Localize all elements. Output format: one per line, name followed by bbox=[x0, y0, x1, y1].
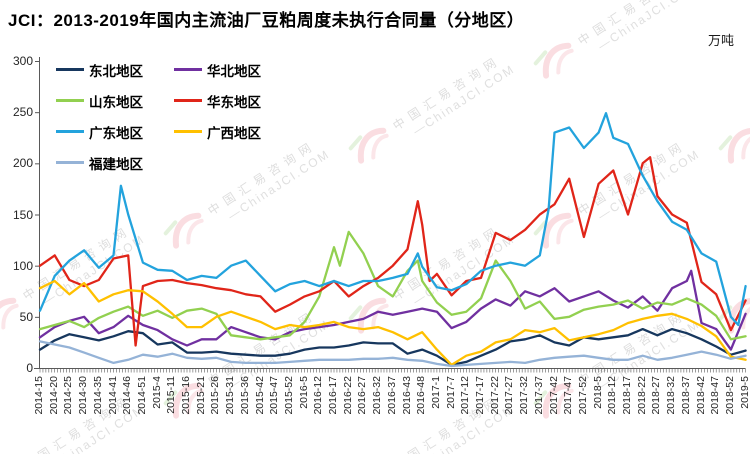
x-axis-tick-label: 2016-37 bbox=[385, 376, 398, 415]
x-axis-tick-label: 2017-12 bbox=[459, 376, 472, 415]
legend-label: 华东地区 bbox=[207, 94, 261, 110]
legend-label: 广东地区 bbox=[89, 125, 143, 141]
x-axis-tick-label: 2018-42 bbox=[694, 376, 707, 415]
x-axis-tick-label: 2014-15 bbox=[33, 376, 45, 415]
legend-item-山东地区: 山东地区 bbox=[56, 93, 174, 110]
x-axis-tick-label: 2018-32 bbox=[665, 376, 678, 415]
x-axis-tick-label: 2018-52 bbox=[723, 376, 736, 415]
x-axis-tick-label: 2014-51 bbox=[135, 376, 148, 415]
y-axis-tick-label: 0 bbox=[26, 361, 33, 375]
legend-label: 华北地区 bbox=[207, 63, 261, 79]
series-line-广东地区 bbox=[38, 112, 747, 327]
x-axis-tick-label: 2018-22 bbox=[635, 376, 648, 415]
x-axis-tick-label: 2018-12 bbox=[606, 376, 619, 415]
x-axis-tick-label: 2017-37 bbox=[532, 376, 545, 415]
legend-label: 东北地区 bbox=[89, 63, 143, 79]
legend-label: 广西地区 bbox=[207, 125, 261, 141]
x-axis-tick-label: 2015-16 bbox=[180, 376, 192, 415]
x-axis-tick-label: 2014-25 bbox=[62, 376, 75, 415]
x-axis-tick-label: 2018-47 bbox=[709, 376, 722, 415]
x-axis-tick-label: 2015-52 bbox=[282, 376, 295, 415]
series-line-广西地区 bbox=[38, 279, 747, 367]
series-line-福建地区 bbox=[38, 340, 747, 368]
x-axis-tick-label: 2016-27 bbox=[356, 376, 369, 415]
legend-item-华北地区: 华北地区 bbox=[174, 62, 286, 79]
x-axis-tick-label: 2017-17 bbox=[474, 376, 486, 415]
x-axis-tick-label: 2018-5 bbox=[591, 376, 604, 409]
legend-line-swatch-icon bbox=[56, 99, 84, 102]
legend-line-swatch-icon bbox=[56, 130, 84, 133]
series-line-华东地区 bbox=[38, 156, 747, 347]
x-axis-tick-label: 2017-1 bbox=[429, 376, 442, 409]
legend-line-swatch-icon bbox=[174, 99, 202, 102]
x-axis-tick-label: 2015-42 bbox=[253, 376, 266, 415]
y-axis-tick-label: 100 bbox=[12, 258, 33, 273]
x-axis-tick-label: 2017-22 bbox=[488, 376, 501, 415]
x-axis-tick-label: 2015-11 bbox=[165, 376, 178, 414]
y-axis-tick-label: 200 bbox=[12, 156, 33, 171]
chart-title: JCI：2013-2019年国内主流油厂豆粕周度未执行合同量（分地区） bbox=[8, 11, 525, 30]
x-axis-tick-label: 2017-52 bbox=[576, 376, 589, 415]
x-axis-tick-label: 2015-47 bbox=[268, 376, 281, 415]
y-axis-tick-label: 50 bbox=[19, 309, 33, 324]
legend: 东北地区 华北地区山东地区 华东地区广东地区 广西地区福建地区 bbox=[56, 62, 286, 172]
series-line-山东地区 bbox=[38, 230, 747, 341]
x-axis-tick-label: 2018-37 bbox=[679, 376, 692, 415]
x-axis-tick-label: 2014-30 bbox=[77, 376, 90, 415]
x-axis-tick-label: 2016-48 bbox=[415, 376, 428, 415]
x-axis-tick-label: 2014-35 bbox=[91, 376, 104, 415]
x-axis-tick-label: 2016-32 bbox=[371, 376, 384, 415]
legend-label: 福建地区 bbox=[89, 156, 143, 172]
x-axis-tick-label: 2018-27 bbox=[650, 376, 663, 415]
y-axis-tick-label: 150 bbox=[12, 207, 33, 222]
x-axis-tick-label: 2014-41 bbox=[106, 376, 119, 415]
legend-line-swatch-icon bbox=[56, 68, 84, 71]
legend-item-华东地区: 华东地区 bbox=[174, 93, 286, 110]
x-axis-tick-label: 2017-42 bbox=[547, 376, 560, 415]
x-axis-tick-label: 2014-46 bbox=[121, 376, 134, 415]
x-axis-tick-label: 2015-36 bbox=[238, 376, 251, 415]
series-line-东北地区 bbox=[38, 327, 747, 367]
x-axis-tick-label: 2019-5 bbox=[738, 376, 750, 409]
x-axis-tick-label: 2015-4 bbox=[150, 376, 163, 409]
legend-item-广东地区: 广东地区 bbox=[56, 124, 174, 141]
legend-item-福建地区: 福建地区 bbox=[56, 155, 174, 172]
legend-item-东北地区: 东北地区 bbox=[56, 62, 174, 79]
series-line-华北地区 bbox=[38, 269, 747, 351]
legend-line-swatch-icon bbox=[174, 68, 202, 71]
x-axis-tick-label: 2016-22 bbox=[341, 376, 354, 415]
x-axis-tick-label: 2017-47 bbox=[562, 376, 575, 415]
legend-line-swatch-icon bbox=[56, 161, 84, 164]
y-axis-tick-label: 300 bbox=[12, 54, 33, 68]
x-axis-tick-label: 2016-43 bbox=[400, 376, 413, 415]
x-axis-tick-label: 2016-5 bbox=[297, 376, 310, 409]
legend-label: 山东地区 bbox=[89, 94, 143, 110]
legend-item-广西地区: 广西地区 bbox=[174, 124, 286, 141]
x-axis-tick-label: 2016-17 bbox=[327, 376, 339, 415]
x-axis-tick-label: 2015-21 bbox=[194, 376, 207, 415]
x-axis-tick-label: 2018-17 bbox=[621, 376, 633, 415]
y-axis-unit-label: 万吨 bbox=[707, 33, 734, 48]
x-axis-tick-label: 2015-26 bbox=[209, 376, 222, 415]
x-axis-tick-label: 2016-12 bbox=[312, 376, 325, 415]
x-axis-tick-label: 2017-32 bbox=[518, 376, 531, 415]
x-axis-tick-label: 2015-31 bbox=[224, 376, 237, 415]
x-axis-tick-label: 2014-20 bbox=[47, 376, 60, 415]
x-axis-tick-label: 2017-7 bbox=[444, 376, 457, 409]
x-axis-tick-label: 2017-27 bbox=[503, 376, 516, 415]
legend-line-swatch-icon bbox=[174, 130, 202, 133]
y-axis-tick-label: 250 bbox=[12, 105, 33, 120]
